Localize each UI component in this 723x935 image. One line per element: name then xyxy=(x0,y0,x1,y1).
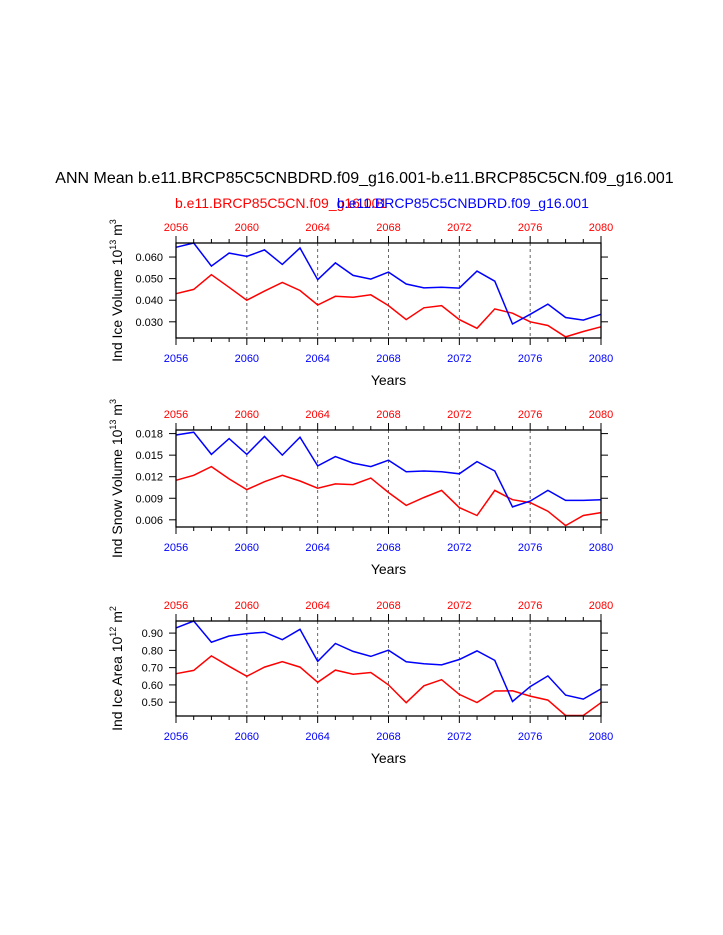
x-tick-label-bottom: 2076 xyxy=(518,353,542,365)
x-tick-label-bottom: 2056 xyxy=(164,731,188,743)
x-tick-label-top: 2056 xyxy=(164,222,188,234)
legend-bdrd-run: b.e11.BRCP85C5CNBDRD.f09_g16.001 xyxy=(337,195,589,211)
x-tick-label-bottom: 2068 xyxy=(376,353,400,365)
x-tick-label-top: 2064 xyxy=(305,409,329,421)
y-tick-label: 0.030 xyxy=(135,317,163,329)
y-axis-label: Ind Ice Volume 1013 m3 xyxy=(108,219,125,362)
x-tick-label-bottom: 2076 xyxy=(518,731,542,743)
x-tick-label-bottom: 2080 xyxy=(589,542,613,554)
x-tick-label-top: 2064 xyxy=(305,222,329,234)
x-tick-label-top: 2056 xyxy=(164,600,188,612)
y-tick-label: 0.018 xyxy=(135,429,163,441)
x-axis-label: Years xyxy=(371,750,406,766)
x-tick-label-top: 2080 xyxy=(589,409,613,421)
legend-control-run: b.e11.BRCP85C5CN.f09_g16.001 xyxy=(175,195,388,211)
x-axis-label: Years xyxy=(371,372,406,388)
x-tick-label-top: 2060 xyxy=(235,222,259,234)
x-tick-label-top: 2072 xyxy=(447,409,471,421)
y-tick-label: 0.60 xyxy=(142,680,163,692)
series-line-control xyxy=(175,465,602,527)
y-axis-label: Ind Ice Area 1012 m2 xyxy=(108,606,125,731)
x-tick-label-bottom: 2068 xyxy=(376,542,400,554)
y-axis-label: Ind Snow Volume 1013 m3 xyxy=(108,399,125,558)
x-axis-label: Years xyxy=(371,561,406,577)
y-tick-label: 0.040 xyxy=(135,295,163,307)
series-line-control xyxy=(175,273,602,338)
x-tick-label-top: 2076 xyxy=(518,600,542,612)
x-tick-label-top: 2076 xyxy=(518,409,542,421)
x-tick-label-bottom: 2072 xyxy=(447,353,471,365)
x-tick-label-top: 2072 xyxy=(447,222,471,234)
x-tick-label-bottom: 2056 xyxy=(164,542,188,554)
y-tick-label: 0.50 xyxy=(142,697,163,709)
chart-panel-1: 2056 2056 2060 2060 2064 2064 2068 2068 2072 2072… xyxy=(108,219,613,388)
series-line-bdrd xyxy=(175,620,602,703)
x-tick-label-bottom: 2064 xyxy=(305,353,329,365)
y-tick-label: 0.015 xyxy=(135,450,163,462)
y-tick-label: 0.009 xyxy=(135,493,163,505)
x-tick-label-top: 2068 xyxy=(376,600,400,612)
x-tick-label-top: 2060 xyxy=(235,409,259,421)
x-tick-label-top: 2080 xyxy=(589,600,613,612)
x-tick-label-bottom: 2064 xyxy=(305,542,329,554)
y-tick-label: 0.006 xyxy=(135,515,163,527)
x-tick-label-top: 2064 xyxy=(305,600,329,612)
x-tick-label-top: 2060 xyxy=(235,600,259,612)
x-tick-label-bottom: 2072 xyxy=(447,731,471,743)
x-tick-label-bottom: 2060 xyxy=(235,353,259,365)
x-tick-label-top: 2072 xyxy=(447,600,471,612)
x-tick-label-bottom: 2080 xyxy=(589,731,613,743)
y-tick-label: 0.060 xyxy=(135,252,163,264)
x-tick-label-bottom: 2064 xyxy=(305,731,329,743)
series-line-control xyxy=(175,654,602,717)
chart-panel-2: 2056 2056 2060 2060 2064 2064 2068 2068 2072 2072… xyxy=(108,399,613,577)
chart-panel-3: 2056 2056 2060 2060 2064 2064 2068 2068 2072 2072… xyxy=(108,600,613,766)
x-tick-label-bottom: 2076 xyxy=(518,542,542,554)
x-tick-label-top: 2056 xyxy=(164,409,188,421)
x-tick-label-bottom: 2060 xyxy=(235,731,259,743)
series-line-bdrd xyxy=(175,242,602,326)
y-tick-label: 0.012 xyxy=(135,472,163,484)
x-tick-label-top: 2080 xyxy=(589,222,613,234)
figure-title: ANN Mean b.e11.BRCP85C5CNBDRD.f09_g16.00… xyxy=(55,170,674,187)
x-tick-label-top: 2076 xyxy=(518,222,542,234)
x-tick-label-bottom: 2056 xyxy=(164,353,188,365)
x-tick-label-top: 2068 xyxy=(376,409,400,421)
x-tick-label-bottom: 2080 xyxy=(589,353,613,365)
y-tick-label: 0.050 xyxy=(135,274,163,286)
x-tick-label-bottom: 2060 xyxy=(235,542,259,554)
x-tick-label-bottom: 2072 xyxy=(447,542,471,554)
series-line-bdrd xyxy=(175,431,602,508)
y-tick-label: 0.70 xyxy=(142,663,163,675)
y-tick-label: 0.80 xyxy=(142,645,163,657)
x-tick-label-bottom: 2068 xyxy=(376,731,400,743)
y-tick-label: 0.90 xyxy=(142,628,163,640)
x-tick-label-top: 2068 xyxy=(376,222,400,234)
